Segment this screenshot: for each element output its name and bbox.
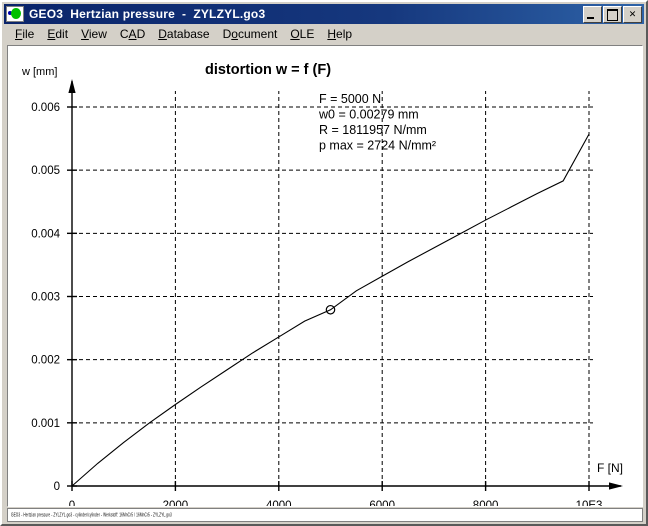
data-series-line [71,133,590,487]
y-axis-tick-label: 0.004 [31,228,60,240]
menu-item-ole[interactable]: OLE [290,26,315,41]
x-axis-title: F [N] [597,461,623,475]
data-point-marker[interactable] [325,304,336,315]
y-axis-tick-label: 0.003 [31,292,60,304]
minimize-icon [587,16,594,19]
maximize-icon [607,8,618,21]
chart-title: distortion w = f (F) [205,62,331,78]
window-title: GEO3 Hertzian pressure - ZYLZYL.go3 [29,7,266,21]
menu-item-database[interactable]: Database [158,26,210,41]
menu-item-view[interactable]: View [81,26,107,41]
chart-annotation-line: R = 1811957 N/mm [319,123,427,137]
status-bar: GEO3 - Hertzian pressure - ZYLZYL.go3 - … [7,508,643,522]
status-bar-text: GEO3 - Hertzian pressure - ZYLZYL.go3 - … [11,511,172,519]
x-axis-tick-label: 0 [69,500,75,506]
chart-annotation-line: p max = 2724 N/mm² [319,139,436,153]
app-icon-blue-dot [8,11,12,15]
x-axis-tick-label: 4000 [266,500,292,506]
x-axis-arrow [609,482,623,490]
y-axis-tick-label: 0.001 [31,418,60,430]
close-button[interactable]: ✕ [623,5,642,23]
y-axis-title: w [mm] [21,66,57,78]
menu-item-edit[interactable]: Edit [47,26,69,41]
chart-annotation-line: w0 = 0.00279 mm [318,108,419,122]
chart-marker[interactable] [325,304,336,315]
y-axis-arrow [68,79,76,93]
minimize-button[interactable] [583,5,602,23]
menu-item-cad[interactable]: CAD [119,26,146,41]
chart-labels: 0 0.001 0.002 0.003 0.004 0.005 0.006 0 2000 4000… [21,62,623,506]
y-axis-tick-label: 0 [54,481,60,493]
y-axis-tick-label: 0.006 [31,102,60,114]
app-icon [6,6,24,22]
maximize-button[interactable] [603,5,622,23]
x-axis-tick-label: 2000 [163,500,189,506]
chart-client-area: 0 0.001 0.002 0.003 0.004 0.005 0.006 0 2000 4000… [7,45,643,507]
x-axis-tick-label: 8000 [473,500,499,506]
y-axis-tick-label: 0.002 [31,355,60,367]
window-controls: ✕ [583,5,642,23]
menu-item-help[interactable]: Help [327,26,353,41]
x-axis-tick-label: 6000 [369,500,395,506]
menu-item-file[interactable]: File [15,26,35,41]
menu-item-document[interactable]: Document [222,26,278,41]
chart-curve [71,133,590,487]
y-axis-tick-label: 0.005 [31,165,60,177]
distortion-chart: 0 0.001 0.002 0.003 0.004 0.005 0.006 0 2000 4000… [21,62,623,506]
close-icon: ✕ [628,8,637,19]
chart-annotation-line: F = 5000 N [319,92,381,106]
title-bar[interactable]: GEO3 Hertzian pressure - ZYLZYL.go3 ✕ [4,4,644,24]
app-icon-green-circle [11,8,21,19]
x-axis-tick-label: 10E3 [576,500,603,506]
chart-gridlines [72,91,593,486]
menu-bar: File Edit View CAD Database Document OLE… [4,24,644,43]
